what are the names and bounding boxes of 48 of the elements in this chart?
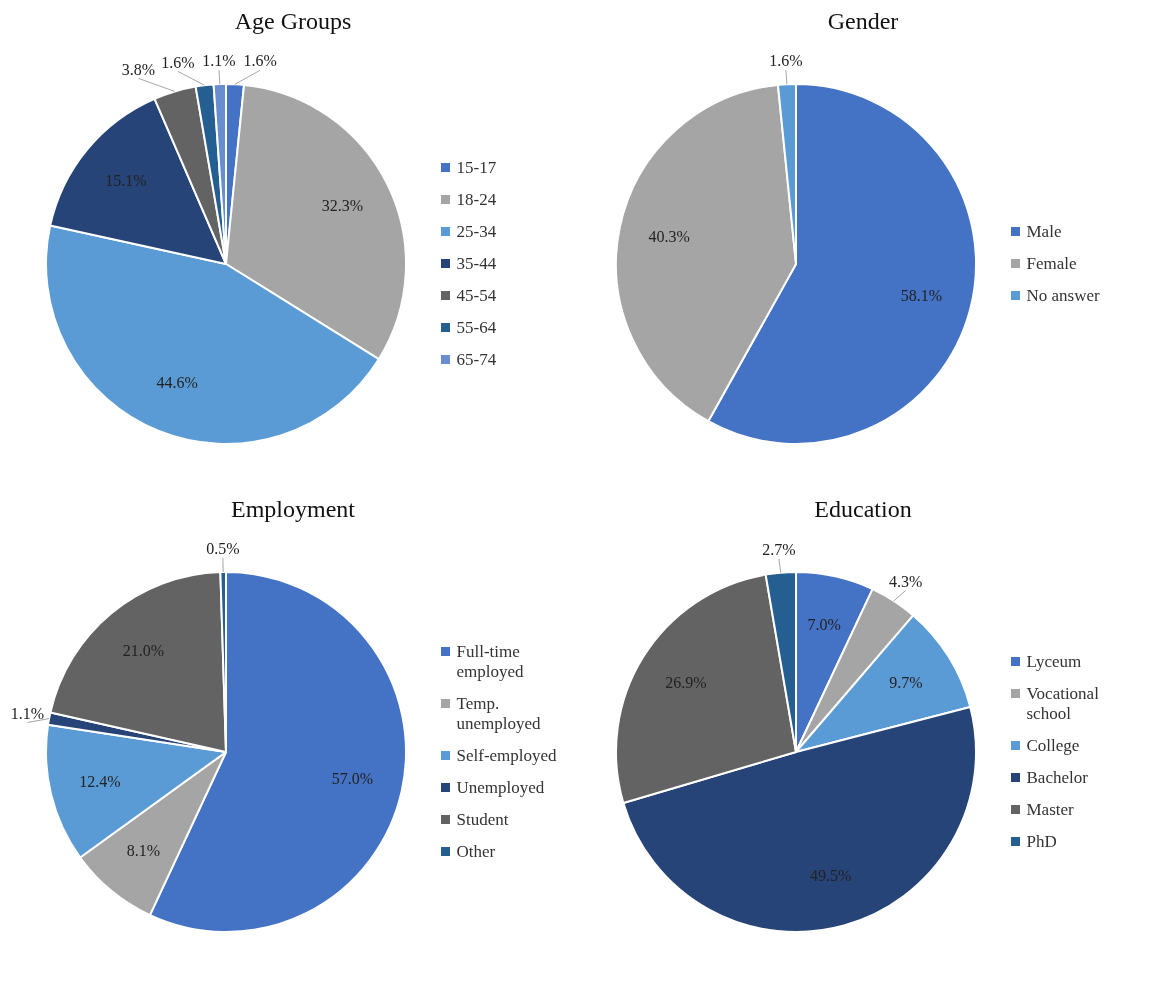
legend-label: Bachelor	[1026, 768, 1088, 788]
legend-label: Full-time employed	[456, 642, 525, 682]
data-label: 1.6%	[242, 52, 277, 70]
legend-label: College	[1026, 736, 1080, 756]
data-label: 21.0%	[122, 642, 164, 660]
data-label: 1.6%	[768, 52, 803, 70]
data-label: 1.1%	[10, 704, 44, 722]
legend-label: Student	[456, 810, 509, 830]
chart-title: Employment	[231, 496, 355, 524]
legend-label: Other	[456, 842, 496, 862]
chart-title: Education	[814, 496, 912, 524]
data-label: 57.0%	[331, 770, 373, 788]
data-label: 3.8%	[121, 60, 155, 78]
legend-label: Temp. unemployed	[456, 694, 542, 734]
data-label: 40.3%	[647, 227, 690, 245]
legend-label: Master	[1026, 800, 1074, 820]
legend-label: PhD	[1026, 832, 1057, 852]
legend-label: No answer	[1026, 286, 1100, 306]
data-label: 58.1%	[900, 286, 942, 304]
data-label: 2.7%	[761, 540, 796, 558]
data-label: 8.1%	[126, 842, 160, 860]
data-label: 12.4%	[78, 772, 121, 790]
legend-label: 55-64	[456, 318, 497, 338]
chart-title: Gender	[827, 8, 899, 36]
data-label: 1.6%	[160, 53, 195, 71]
legend-label: 45-54	[456, 286, 497, 306]
data-label: 7.0%	[807, 615, 841, 633]
data-label: 4.3%	[888, 572, 922, 590]
chart-title: Age Groups	[234, 8, 352, 36]
legend-label: Self-employed	[456, 746, 557, 766]
data-label: 44.6%	[156, 374, 198, 392]
legend-label: Female	[1026, 254, 1077, 274]
legend-label: 65-74	[456, 350, 497, 370]
legend-label: Lyceum	[1026, 652, 1082, 672]
data-label: 0.5%	[205, 540, 239, 558]
legend-label: Unemployed	[456, 778, 545, 798]
legend-label: 25-34	[456, 222, 497, 242]
data-label: 49.5%	[809, 867, 851, 885]
legend-label: 35-44	[456, 254, 497, 274]
legend-label: Male	[1026, 222, 1062, 242]
legend-label: Vocational school	[1026, 684, 1100, 724]
data-label: 26.9%	[664, 673, 707, 691]
data-label: 15.1%	[104, 171, 147, 189]
data-label: 9.7%	[888, 673, 923, 691]
data-label: 1.1%	[201, 52, 236, 70]
legend-label: 18-24	[456, 190, 497, 210]
data-label: 32.3%	[321, 197, 363, 215]
legend-label: 15-17	[456, 158, 497, 178]
